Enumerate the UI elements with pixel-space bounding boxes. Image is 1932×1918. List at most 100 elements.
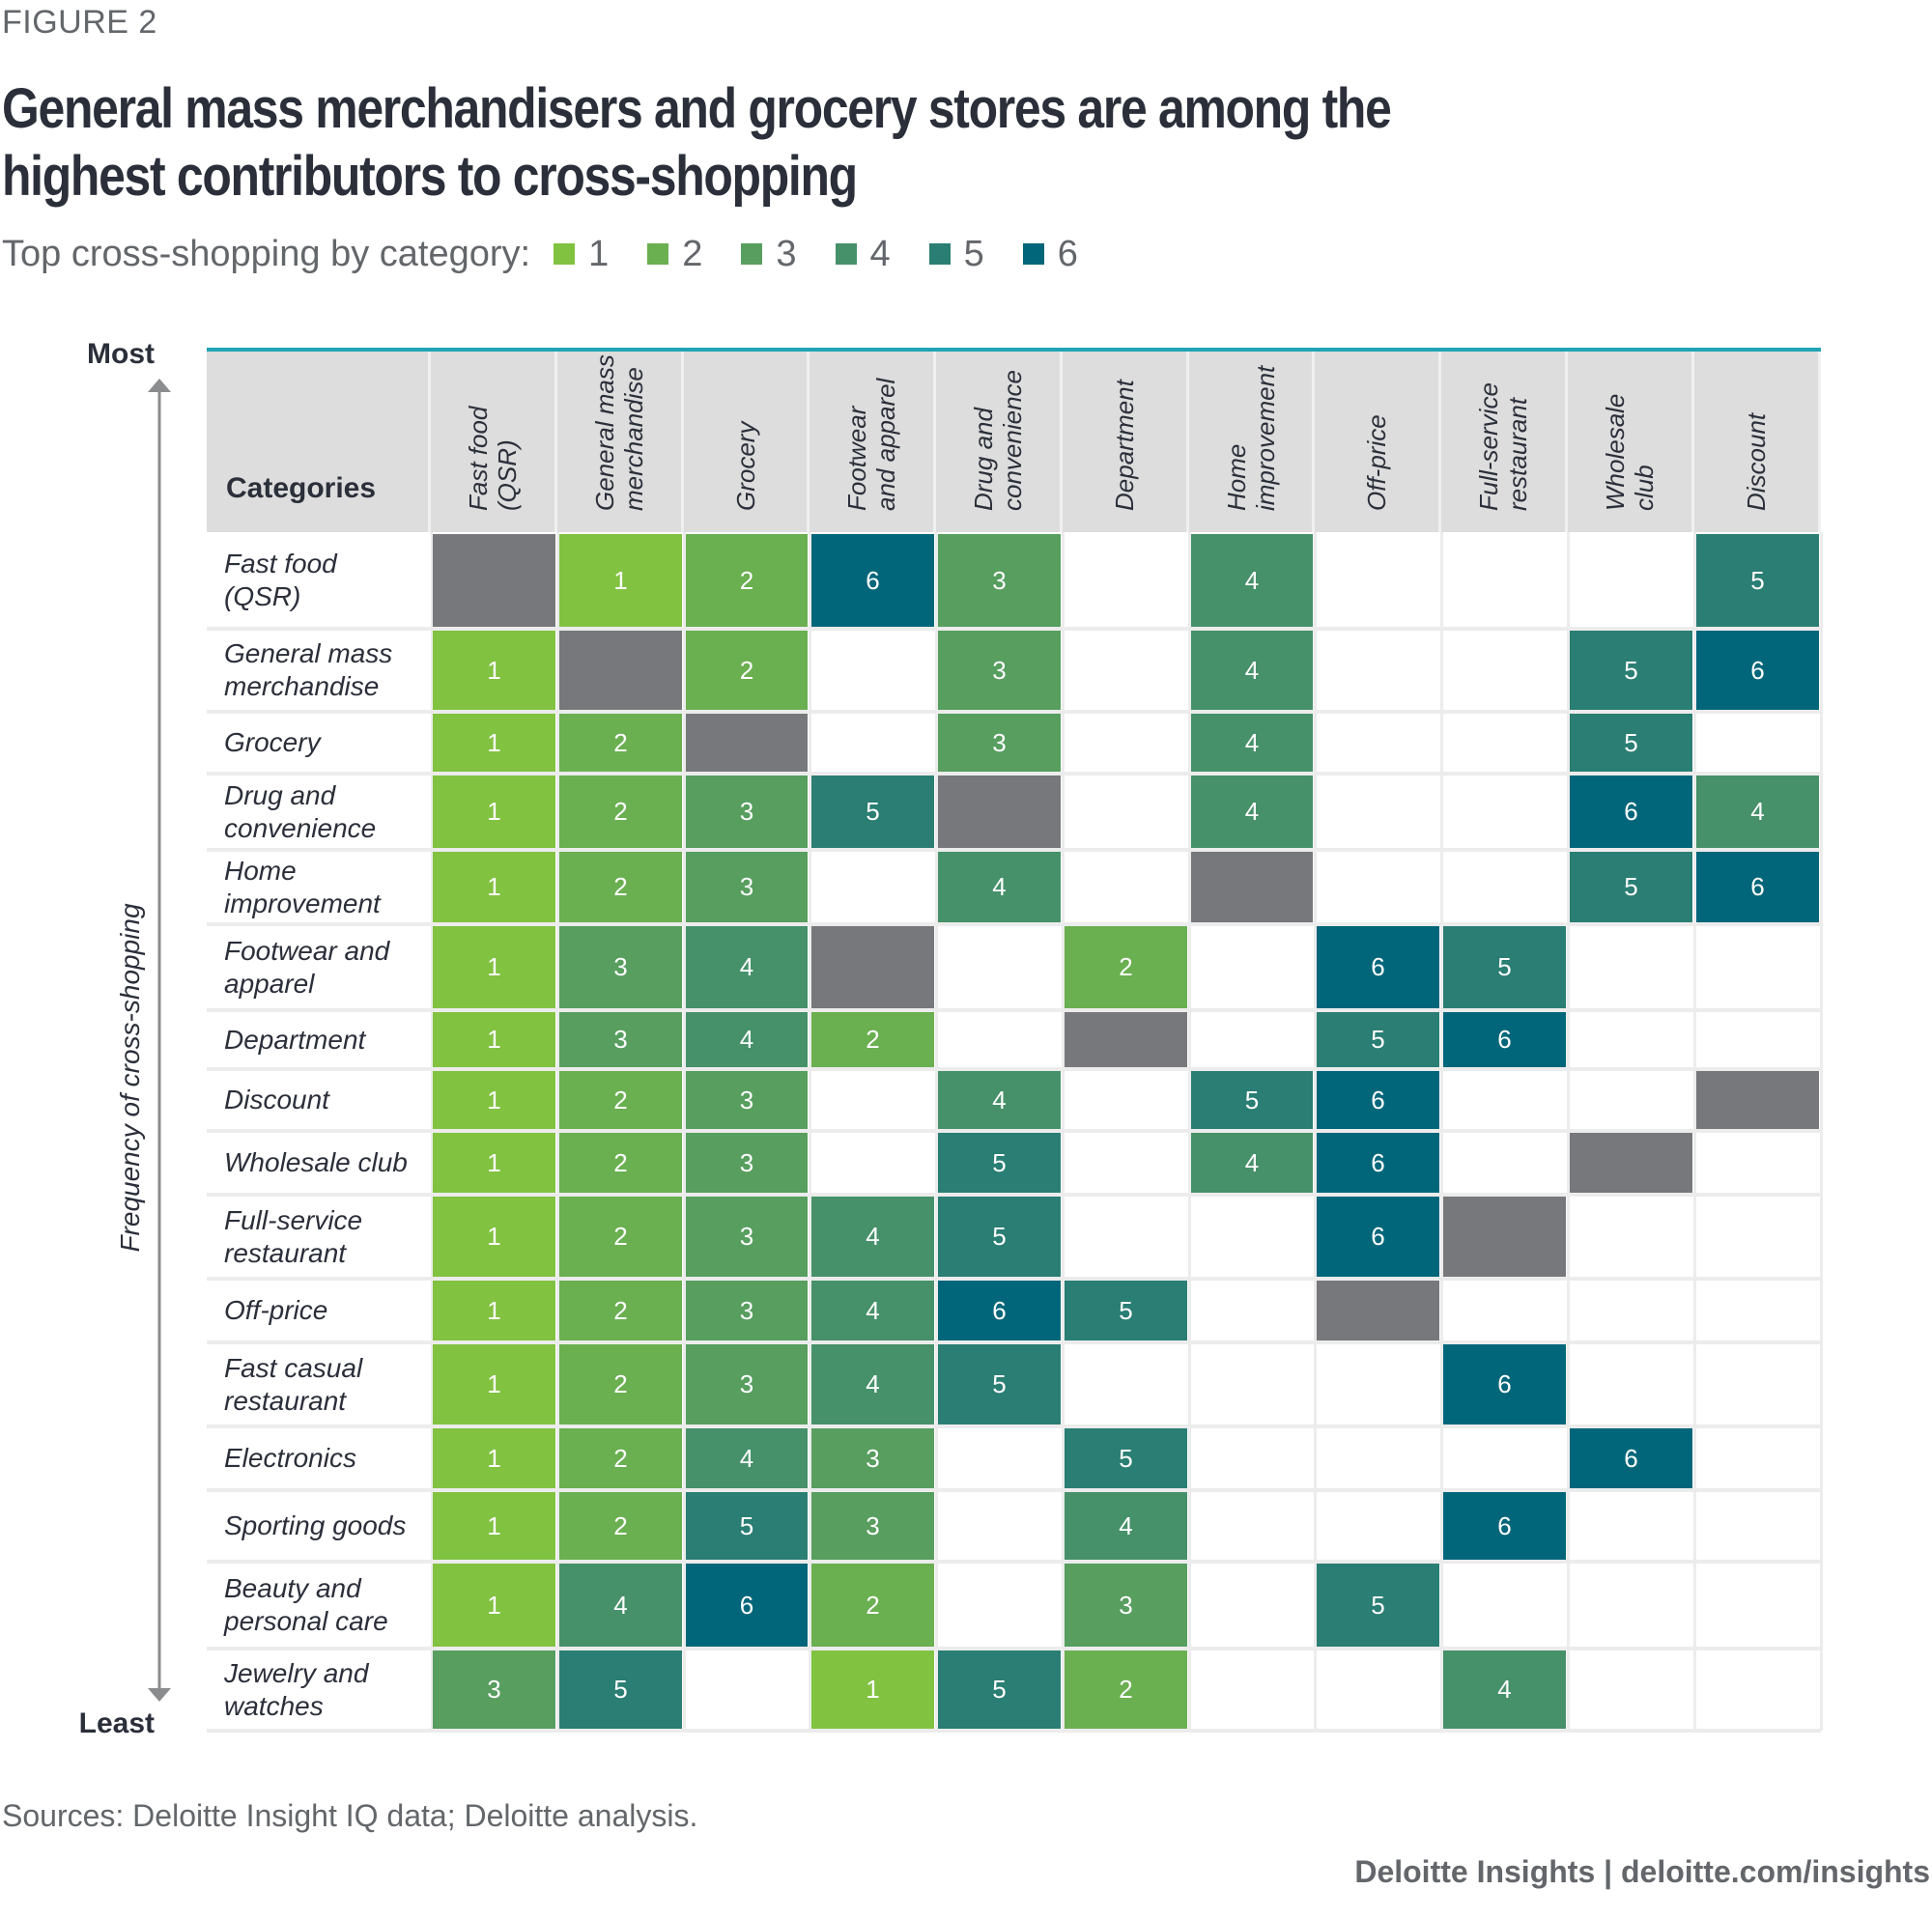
cell-value: 1 xyxy=(487,1222,501,1251)
cell-value: 6 xyxy=(1371,1085,1385,1114)
row-divider xyxy=(207,627,1821,631)
column-header-label: Drug and convenience xyxy=(969,370,1027,511)
rank-cell: 3 xyxy=(559,926,682,1008)
self-cell xyxy=(1696,1071,1819,1129)
rank-cell: 4 xyxy=(1191,1133,1313,1193)
cell-value: 4 xyxy=(1244,797,1260,826)
rank-cell: 5 xyxy=(938,1650,1061,1729)
cell-value: 5 xyxy=(1624,655,1638,685)
self-cell xyxy=(1570,1133,1692,1193)
rank-cell: 2 xyxy=(559,714,682,772)
rank-cell: 6 xyxy=(1317,1197,1439,1277)
rank-cell: 5 xyxy=(1570,631,1692,710)
cell-value: 5 xyxy=(1624,727,1638,757)
column-divider xyxy=(430,532,433,1731)
cell-value: 5 xyxy=(992,1222,1007,1251)
row-divider xyxy=(207,1424,1821,1428)
legend-swatch xyxy=(647,243,669,265)
rank-cell: 4 xyxy=(1191,776,1313,848)
rank-cell: 6 xyxy=(938,1281,1061,1340)
row-divider xyxy=(207,772,1821,776)
cell-value: 2 xyxy=(613,797,628,826)
row-label: Sporting goods xyxy=(207,1492,431,1560)
rank-cell: 2 xyxy=(686,534,808,627)
rank-cell: 6 xyxy=(1696,631,1819,710)
legend-rank-label: 4 xyxy=(869,233,891,274)
column-header-label: Wholesale club xyxy=(1601,393,1659,511)
column-header: Discount xyxy=(1694,352,1821,532)
arrow-up-icon xyxy=(148,379,171,392)
column-divider xyxy=(1567,532,1570,1731)
self-cell xyxy=(433,534,555,627)
cell-value: 3 xyxy=(487,1675,501,1704)
rank-cell: 4 xyxy=(811,1344,934,1424)
rank-cell: 2 xyxy=(686,631,808,710)
cell-value: 3 xyxy=(739,1222,754,1251)
arrow-down-icon xyxy=(148,1688,171,1702)
cell-value: 4 xyxy=(866,1369,880,1398)
cell-value: 1 xyxy=(487,1295,501,1325)
cell-value: 5 xyxy=(1497,952,1512,981)
rank-cell: 1 xyxy=(433,1012,555,1067)
chart-title: General mass merchandisers and grocery s… xyxy=(2,77,1392,208)
self-cell xyxy=(938,776,1061,848)
cell-value: 3 xyxy=(739,872,754,901)
rank-cell: 6 xyxy=(686,1564,808,1647)
rank-cell: 5 xyxy=(1570,714,1692,772)
rank-cell: 3 xyxy=(686,776,808,848)
rank-cell: 5 xyxy=(1317,1564,1439,1647)
rank-cell: 1 xyxy=(559,534,682,627)
cell-value: 1 xyxy=(487,1025,501,1054)
cell-value: 2 xyxy=(613,727,628,757)
column-header: Wholesale club xyxy=(1568,352,1694,532)
cell-value: 2 xyxy=(613,1085,628,1114)
column-header-label: Grocery xyxy=(730,421,760,511)
cell-value: 4 xyxy=(1244,727,1260,757)
rank-cell: 5 xyxy=(811,776,934,848)
rank-cell: 3 xyxy=(686,1344,808,1424)
cell-value: 5 xyxy=(866,797,880,826)
row-label: Fast casual restaurant xyxy=(207,1344,431,1424)
legend-swatch xyxy=(835,243,857,265)
column-header: Home improvement xyxy=(1189,352,1315,532)
row-label: Home improvement xyxy=(207,852,431,922)
rank-cell: 5 xyxy=(938,1344,1061,1424)
rank-cell: 2 xyxy=(811,1564,934,1647)
cell-value: 6 xyxy=(739,1590,754,1620)
rank-cell: 1 xyxy=(433,852,555,922)
rank-cell: 2 xyxy=(559,1428,682,1488)
cell-value: 2 xyxy=(1119,952,1133,981)
cell-value: 6 xyxy=(1371,952,1385,981)
column-header-label: Department xyxy=(1110,380,1139,511)
rank-cell: 1 xyxy=(433,1281,555,1340)
rank-cell: 2 xyxy=(811,1012,934,1067)
rank-cell: 2 xyxy=(1065,1650,1187,1729)
rank-cell: 2 xyxy=(559,1492,682,1560)
rank-cell: 4 xyxy=(1065,1492,1187,1560)
cell-value: 4 xyxy=(1119,1510,1133,1540)
cell-value: 2 xyxy=(739,565,754,595)
cell-value: 4 xyxy=(739,952,754,981)
column-header-label: Footwear and apparel xyxy=(842,378,900,511)
header-top-rule xyxy=(207,348,1821,352)
row-divider xyxy=(207,1340,1821,1344)
cell-value: 3 xyxy=(739,1295,754,1325)
corner-header: Categories xyxy=(207,352,431,532)
row-label: Jewelry and watches xyxy=(207,1650,431,1729)
rank-cell: 4 xyxy=(811,1281,934,1340)
cell-value: 2 xyxy=(739,655,754,685)
row-divider xyxy=(207,1277,1821,1281)
cell-value: 1 xyxy=(487,797,501,826)
rank-cell: 3 xyxy=(1065,1564,1187,1647)
row-label: Full-service restaurant xyxy=(207,1197,431,1277)
rank-cell: 5 xyxy=(938,1197,1061,1277)
column-header-label: Home improvement xyxy=(1221,365,1280,511)
column-header: General mass merchandise xyxy=(557,352,684,532)
column-header-label: General mass merchandise xyxy=(590,354,648,511)
rank-cell: 3 xyxy=(686,1133,808,1193)
frequency-axis-arrow xyxy=(148,379,171,1702)
cell-value: 6 xyxy=(992,1295,1007,1325)
cell-value: 4 xyxy=(866,1222,880,1251)
cell-value: 2 xyxy=(613,1147,628,1177)
column-divider xyxy=(809,532,811,1731)
